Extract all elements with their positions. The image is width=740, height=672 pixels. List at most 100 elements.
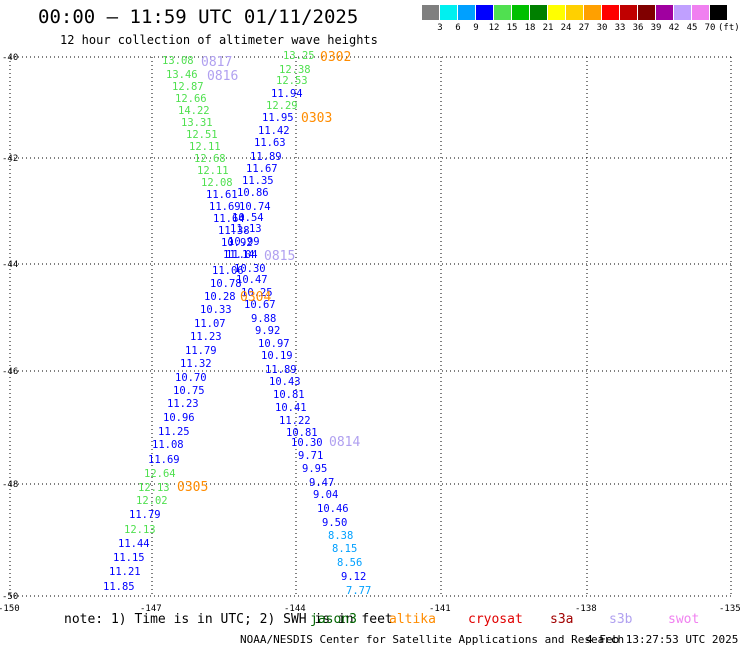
scale-tick-label: 6 (455, 23, 461, 33)
lon-label: -147 (140, 604, 162, 614)
pass-id-label: 0815 (264, 249, 295, 264)
wave-height-value: 10.67 (244, 299, 276, 311)
wave-height-value: 12.51 (186, 129, 218, 141)
scale-swatch (494, 5, 511, 20)
lon-label: -141 (429, 604, 451, 614)
scale-tick-label: 15 (506, 23, 518, 33)
pass-id-label: 0302 (320, 50, 351, 65)
scale-swatch (512, 5, 529, 20)
wave-height-value: 10.43 (269, 376, 301, 388)
wave-height-value: 12.02 (136, 495, 168, 507)
scale-tick-label: 30 (596, 23, 608, 33)
lon-label: -135 (719, 604, 740, 614)
lat-label: -44 (2, 260, 18, 270)
wave-height-value: 10.46 (317, 503, 349, 515)
wave-height-value: 13.46 (166, 69, 198, 81)
lon-label: -150 (0, 604, 20, 614)
map-title: 00:00 – 11:59 UTC 01/11/2025 (38, 6, 359, 28)
scale-tick-label: 3 (437, 23, 443, 33)
wave-height-value: 10.70 (175, 372, 207, 384)
wave-height-value: 9.50 (322, 517, 347, 529)
wave-height-value: 9.47 (309, 477, 334, 489)
lat-label: -40 (2, 53, 18, 63)
scale-tick-label: 45 (686, 23, 698, 33)
wave-height-value: 11.79 (185, 345, 217, 357)
wave-height-value: 11.63 (254, 137, 286, 149)
scale-tick-label: 36 (632, 23, 644, 33)
wave-height-value: 11.07 (194, 318, 226, 330)
wave-height-value: 11.25 (158, 426, 190, 438)
render-timestamp: 4 Feb 13:27:53 UTC 2025 (586, 633, 739, 646)
graticule (9, 56, 732, 597)
scale-swatch (674, 5, 691, 20)
lat-label: -50 (2, 592, 18, 602)
scale-swatch (710, 5, 727, 20)
scale-tick-label: 12 (488, 23, 500, 33)
footnote: note: 1) Time is in UTC; 2) SWH is in fe… (64, 612, 393, 627)
legend-cryosat: cryosat (468, 612, 523, 627)
wave-height-value: 10.41 (275, 402, 307, 414)
scale-tick-label: 27 (578, 23, 590, 33)
wave-height-value: 10.30 (234, 263, 266, 275)
wave-height-value: 11.89 (265, 364, 297, 376)
scale-tick-label: 33 (614, 23, 626, 33)
wave-height-value: 10.19 (261, 350, 293, 362)
wave-height-value: 8.56 (337, 557, 362, 569)
wave-height-value: 11.69 (148, 454, 180, 466)
wave-height-value: 10.74 (239, 201, 271, 213)
lon-label: -144 (284, 604, 306, 614)
wave-height-value: 11.42 (258, 125, 290, 137)
scale-tick-label: 70 (704, 23, 716, 33)
wave-height-map: -40 -42 -44 -46 -48 -50 -150 -147 -144 -141 -138 -1… (0, 50, 740, 614)
credit-line: NOAA/NESDIS Center for Satellite Applica… (240, 633, 738, 672)
pass-id-label: 0814 (329, 435, 360, 450)
scale-swatch (476, 5, 493, 20)
credit-text: NOAA/NESDIS Center for Satellite Applica… (240, 633, 625, 646)
axis-labels: -40 -42 -44 -46 -48 -50 -150 -147 -144 -141 -138 -1… (0, 53, 740, 614)
wave-height-value: 11.61 (206, 189, 238, 201)
wave-height-value: 11.94 (271, 88, 303, 100)
wave-height-value: 12.38 (279, 64, 311, 76)
wave-height-value: 10.30 (291, 437, 323, 449)
wave-height-value: 11.44 (118, 538, 150, 550)
map-subtitle: 12 hour collection of altimeter wave hei… (60, 33, 378, 47)
scale-swatch (422, 5, 439, 20)
scale-tick-label: 24 (560, 23, 572, 33)
wave-height-value: 10.97 (258, 338, 290, 350)
satellite-legend: jason3 altika cryosat s3a s3b swot (0, 612, 740, 630)
wave-height-value: 12.11 (189, 141, 221, 153)
scale-tick-label: 42 (668, 23, 680, 33)
wave-height-value: 10.54 (232, 212, 264, 224)
wave-height-value: 10.78 (210, 278, 242, 290)
wave-height-value: 12.13 (138, 482, 170, 494)
wave-height-value: 11.21 (109, 566, 141, 578)
wave-height-value: 8.15 (332, 543, 357, 555)
wave-height-value: 12.64 (144, 468, 176, 480)
wave-height-value: 7.77 (346, 585, 371, 597)
wave-height-value: 10.86 (237, 187, 269, 199)
scale-swatch (692, 5, 709, 20)
legend-jason3: jason3 (310, 612, 357, 627)
wave-height-value: 10.33 (200, 304, 232, 316)
wave-height-value: 11.79 (129, 509, 161, 521)
scale-tick-label: 21 (542, 23, 554, 33)
wave-height-value: 12.53 (276, 75, 308, 87)
wave-height-value: 9.95 (302, 463, 327, 475)
wave-height-value: 11.13 (230, 223, 262, 235)
wave-height-value: 11.23 (190, 331, 222, 343)
wave-height-value: 11.64 (213, 213, 245, 225)
scale-unit-label: (ft) (718, 23, 740, 33)
wave-height-value: 12.13 (124, 524, 156, 536)
wave-height-value: 11.04 (226, 249, 258, 261)
scale-tick-label: 39 (650, 23, 662, 33)
legend-swot: swot (668, 612, 700, 627)
scale-swatch (566, 5, 583, 20)
wave-height-value: 10.96 (163, 412, 195, 424)
scale-swatch (548, 5, 565, 20)
wave-height-value: 10.75 (173, 385, 205, 397)
scale-swatch (638, 5, 655, 20)
wave-height-value: 11.08 (152, 439, 184, 451)
wave-height-value: 11.22 (279, 415, 311, 427)
wave-height-value: 11.67 (246, 163, 278, 175)
